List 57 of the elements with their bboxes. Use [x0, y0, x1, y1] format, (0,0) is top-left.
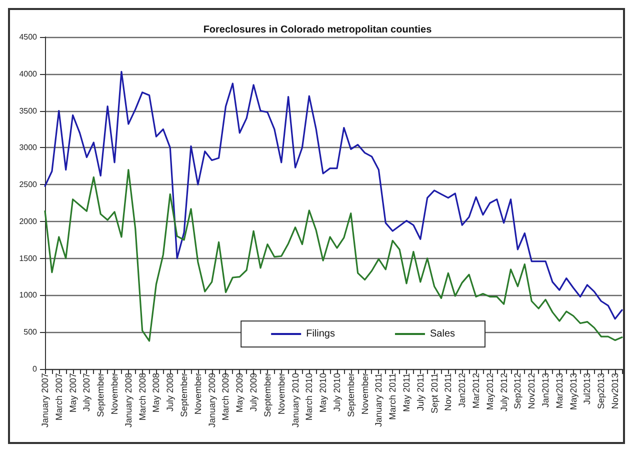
x-tick-label: November — [110, 373, 120, 415]
x-tick-label: May2013 — [568, 373, 578, 410]
x-tick-label: July 2009 — [248, 373, 259, 412]
x-tick-label: March 2011 — [388, 373, 398, 420]
x-tick-label: September — [346, 373, 356, 418]
x-tick-label: March 2007 — [54, 373, 64, 421]
x-tick-label: Jan2012 — [457, 373, 468, 408]
line-series — [44, 169, 623, 342]
y-tick-label: 500 — [24, 328, 38, 337]
x-tick-label: January 2010 — [290, 373, 300, 428]
x-tick-label: July 2011 — [415, 373, 426, 411]
x-tick-label: Nov 2011 — [443, 373, 454, 411]
y-tick-label: 2000 — [19, 216, 38, 226]
x-tick-label: May 2008 — [151, 373, 162, 413]
x-tick-label: July 2012 — [498, 373, 509, 412]
x-tick-label: July 2008 — [165, 373, 176, 412]
y-tick-label: 3500 — [19, 106, 38, 116]
x-tick-label: Mar2013 — [554, 373, 564, 409]
x-tick-label: Sep2013 — [596, 373, 606, 410]
x-tick-label: November — [360, 373, 370, 415]
x-tick-label: November — [276, 373, 286, 415]
x-tick-label: September — [262, 373, 272, 418]
x-tick-label: March 2009 — [220, 373, 231, 421]
x-tick-label: January 2007 — [40, 373, 50, 428]
x-tick-label: Nov2013 — [610, 373, 620, 410]
x-tick-label: May 2009 — [234, 373, 245, 413]
x-tick-label: Nov2012 — [526, 373, 537, 410]
x-tick-label: July 2010 — [332, 373, 342, 412]
y-tick-label: 1000 — [19, 290, 38, 300]
y-tick-label: 0 — [32, 364, 38, 374]
chart-title: Foreclosures in Colorado metropolitan counties — [203, 24, 432, 36]
x-tick-label: Jan2013 — [540, 373, 551, 408]
legend-label: Filings — [306, 328, 335, 340]
x-tick-label: Sep2012 — [512, 373, 523, 410]
y-tick-label: 4000 — [19, 69, 38, 78]
x-tick-label: May 2007 — [68, 373, 78, 413]
y-tick-label: 2500 — [19, 180, 38, 190]
x-tick-label: July 2007 — [82, 373, 92, 412]
x-tick-label: Sept 2011 — [429, 373, 440, 414]
x-tick-label: Mar2012 — [471, 373, 482, 409]
x-tick-label: March 2008 — [137, 373, 148, 421]
line-series — [44, 70, 623, 320]
y-tick-label: 1500 — [19, 254, 38, 263]
x-tick-label: November — [192, 373, 203, 415]
x-tick-label: May 2010 — [318, 373, 328, 413]
x-tick-label: March 2010 — [304, 373, 314, 421]
x-tick-label: September — [96, 373, 106, 418]
x-tick-label: January 2011 — [374, 373, 384, 427]
x-tick-label: January 2008 — [123, 373, 134, 428]
x-tick-label: Jul2013 — [582, 373, 592, 405]
x-tick-label: January 2009 — [206, 373, 217, 428]
legend-label: Sales — [430, 328, 455, 340]
y-tick-label: 3000 — [19, 143, 38, 152]
x-tick-label: May2012 — [484, 373, 495, 410]
x-tick-label: September — [179, 373, 190, 418]
y-tick-label: 4500 — [19, 32, 38, 42]
x-tick-label: May 2011 — [401, 373, 412, 412]
